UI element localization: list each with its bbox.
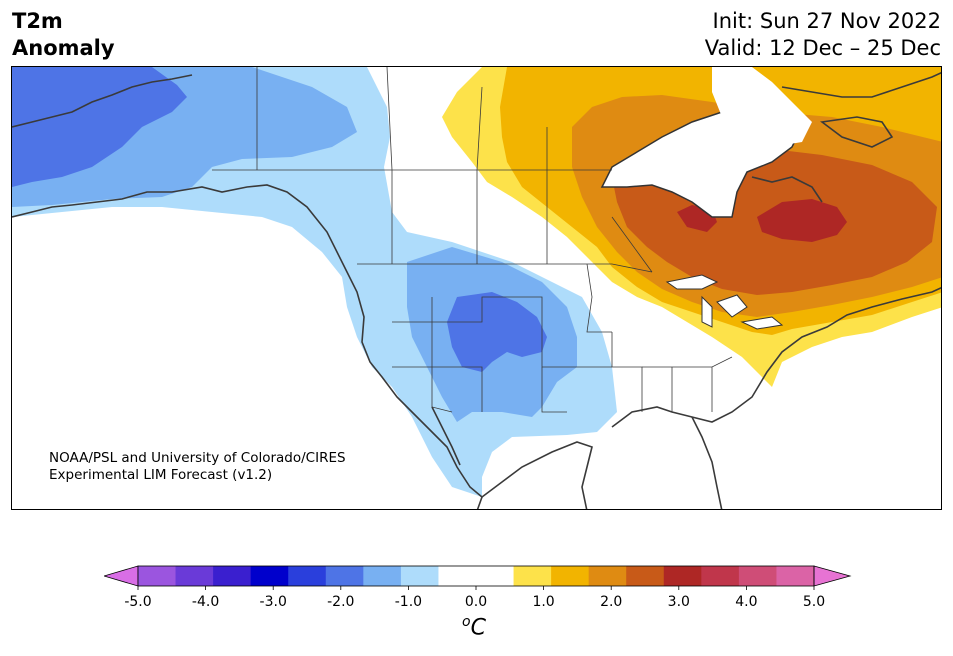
colorbar: -5.0 -4.0 -3.0 -2.0 -1.0 0.0 1.0 2.0 3.0 4.0 5.0	[102, 563, 854, 627]
colorbar-cell	[213, 566, 252, 586]
map-svg	[12, 67, 941, 509]
colorbar-cell	[476, 566, 515, 586]
colorbar-cell	[325, 566, 364, 586]
colorbar-tick-label: 0.0	[465, 594, 487, 610]
credit-line-2: Experimental LIM Forecast (v1.2)	[49, 467, 273, 483]
colorbar-cell	[400, 566, 439, 586]
colorbar-cell	[175, 566, 214, 586]
colorbar-tick-label: -5.0	[124, 594, 151, 610]
colorbar-cell	[551, 566, 590, 586]
unit-label: oC	[462, 614, 486, 640]
colorbar-cell	[588, 566, 627, 586]
colorbar-cell	[250, 566, 289, 586]
coastlines	[12, 72, 941, 509]
colorbar-cell	[138, 566, 177, 586]
colorbar-extend-high	[813, 565, 852, 587]
valid-dates: Valid: 12 Dec – 25 Dec	[704, 36, 941, 60]
colorbar-tick-label: -1.0	[395, 594, 422, 610]
colorbar-svg: -5.0 -4.0 -3.0 -2.0 -1.0 0.0 1.0 2.0 3.0 4.0 5.0	[102, 565, 852, 610]
title-line-1: T2m	[12, 9, 63, 33]
unit-degree: o	[462, 614, 471, 630]
colorbar-cell	[776, 566, 815, 586]
colorbar-extend-low	[102, 565, 139, 587]
great-lakes	[665, 274, 784, 330]
colorbar-tick-label: 4.0	[735, 594, 757, 610]
cold-anomaly-3	[12, 67, 547, 372]
colorbar-tick-label: 1.0	[532, 594, 554, 610]
credit-line-1: NOAA/PSL and University of Colorado/CIRE…	[49, 450, 346, 466]
date-info: Init: Sun 27 Nov 2022 Valid: 12 Dec – 25…	[705, 8, 941, 62]
unit-letter: C	[470, 615, 486, 641]
warm-anomaly-5	[677, 199, 847, 242]
init-date: Init: Sun 27 Nov 2022	[712, 9, 941, 33]
colorbar-tick-label: -4.0	[192, 594, 219, 610]
cold-anomaly-2	[12, 67, 577, 422]
colorbar-cell	[663, 566, 702, 586]
colorbar-cell	[701, 566, 740, 586]
colorbar-cell	[626, 566, 665, 586]
colorbar-tick-label: 3.0	[668, 594, 690, 610]
map-title: T2m Anomaly	[12, 8, 115, 62]
credit-text: NOAA/PSL and University of Colorado/CIRE…	[49, 450, 346, 484]
colorbar-cell	[513, 566, 552, 586]
colorbar-cell	[738, 566, 777, 586]
title-line-2: Anomaly	[12, 36, 115, 60]
colorbar-tick-label: 2.0	[600, 594, 622, 610]
colorbar-tick-label: -2.0	[327, 594, 354, 610]
anomaly-map	[11, 66, 942, 510]
colorbar-tick-label: -3.0	[260, 594, 287, 610]
colorbar-cell	[363, 566, 402, 586]
colorbar-cell	[438, 566, 477, 586]
colorbar-tick-label: 5.0	[803, 594, 825, 610]
colorbar-cell	[288, 566, 327, 586]
political-borders	[212, 67, 733, 413]
